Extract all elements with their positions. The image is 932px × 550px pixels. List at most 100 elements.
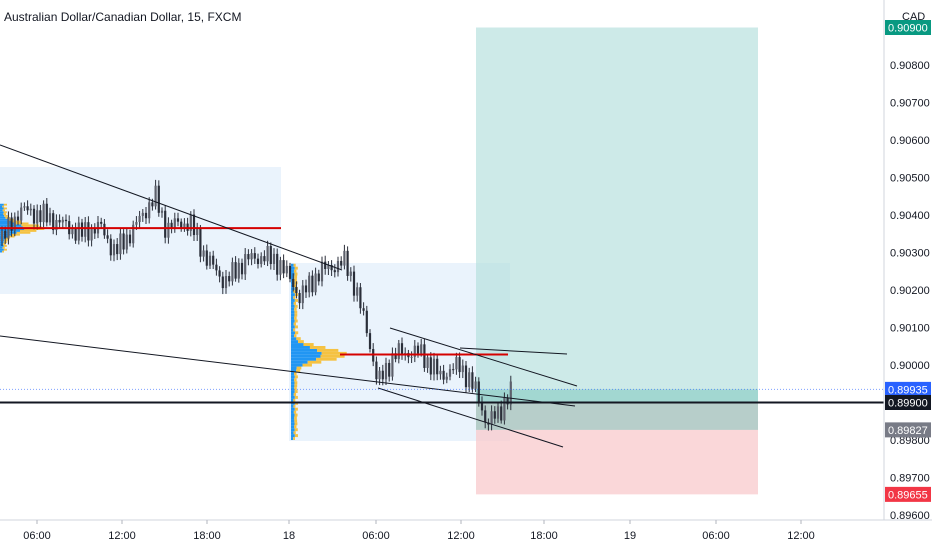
profile-bar-value-area bbox=[291, 266, 295, 270]
candle-body bbox=[295, 286, 298, 294]
profile-bar-overflow bbox=[294, 325, 298, 329]
profile-bar-overflow bbox=[296, 337, 301, 341]
candle-body bbox=[58, 219, 61, 223]
candle-body bbox=[327, 265, 330, 269]
candle-body bbox=[391, 353, 394, 377]
price-tick-label: 0.90700 bbox=[890, 98, 930, 110]
profile-bar-overflow bbox=[294, 307, 297, 311]
candle-body bbox=[135, 222, 138, 225]
profile-bar-value-area bbox=[291, 390, 295, 393]
price-tag bbox=[885, 381, 931, 397]
profile-bar-value-area bbox=[291, 419, 295, 423]
profile-bar-value-area bbox=[291, 413, 295, 417]
profile-bar-overflow bbox=[294, 299, 298, 302]
trendline bbox=[0, 335, 576, 407]
profile-bar-value-area bbox=[291, 410, 294, 414]
candle-body bbox=[436, 358, 439, 375]
profile-bar-value-area bbox=[291, 404, 294, 408]
profile-bar-overflow bbox=[16, 231, 31, 234]
time-tick-label: 12:00 bbox=[108, 530, 136, 542]
profile-bar-overflow bbox=[294, 372, 297, 376]
profile-bar-overflow bbox=[294, 428, 298, 432]
profile-bar-value-area bbox=[291, 325, 295, 329]
profile-bar-overflow bbox=[294, 407, 298, 411]
profile-bar-value-area bbox=[291, 431, 294, 435]
profile-bar-overflow bbox=[294, 425, 297, 429]
profile-bar-overflow bbox=[294, 413, 298, 417]
price-tag-label: 0.89827 bbox=[888, 425, 928, 437]
profile-bar-overflow bbox=[320, 354, 345, 358]
profile-bar-value-area bbox=[291, 434, 295, 438]
candle-body bbox=[77, 222, 80, 241]
candle-body bbox=[394, 353, 397, 360]
price-axis[interactable]: 0.910000.908000.907000.906000.905000.904… bbox=[883, 0, 932, 522]
candle-body bbox=[52, 213, 55, 231]
price-tick-label: 0.89700 bbox=[890, 473, 930, 485]
candle-body bbox=[90, 228, 93, 241]
price-tag-label: 0.89935 bbox=[888, 384, 928, 396]
profile-bar-value-area bbox=[0, 220, 12, 223]
candle-body bbox=[400, 343, 404, 355]
candle-body bbox=[276, 253, 279, 275]
profile-bar-value-area bbox=[291, 366, 297, 370]
profile-bar-overflow bbox=[11, 220, 22, 223]
price-tag bbox=[885, 486, 931, 502]
trendline bbox=[0, 144, 343, 271]
candle-body bbox=[183, 223, 186, 229]
candle-body bbox=[218, 270, 221, 277]
candle-body bbox=[61, 219, 64, 223]
profile-bar-value-area bbox=[291, 387, 295, 391]
candle-body bbox=[317, 273, 320, 282]
candle-body bbox=[288, 265, 292, 279]
candle-body bbox=[439, 370, 442, 375]
profit-zone bbox=[476, 27, 758, 403]
price-tick-label: 0.89800 bbox=[890, 435, 930, 447]
price-tick-label: 0.90200 bbox=[890, 285, 930, 297]
candle-body bbox=[26, 206, 29, 211]
candle-body bbox=[308, 275, 311, 293]
candle-body bbox=[301, 285, 304, 304]
candle-body bbox=[138, 215, 141, 223]
profile-bar-overflow bbox=[4, 239, 8, 242]
profile-bar-value-area bbox=[0, 250, 3, 253]
profile-bar-overflow bbox=[294, 278, 297, 282]
price-tick-label: 0.90300 bbox=[890, 248, 930, 260]
profile-bar-value-area bbox=[0, 205, 3, 208]
candle-body bbox=[340, 260, 343, 266]
profile-bar-overflow bbox=[294, 422, 298, 426]
profile-bar-overflow bbox=[294, 331, 299, 335]
candle-body bbox=[359, 287, 362, 309]
profile-bar-value-area bbox=[291, 422, 295, 426]
profile-bar-value-area bbox=[291, 263, 294, 267]
time-axis[interactable]: 06:00 12:00 18:00 18 06:00 12:00 18:00 19 06:00 1… bbox=[0, 519, 932, 550]
profile-bar-overflow bbox=[293, 431, 296, 435]
time-tick-label: 18:00 bbox=[193, 530, 221, 542]
candle-body bbox=[64, 219, 68, 222]
candle-body bbox=[100, 221, 103, 224]
price-tick-label: 0.90500 bbox=[890, 173, 930, 185]
profile-bar-value-area bbox=[291, 304, 295, 308]
candle-body bbox=[474, 381, 477, 389]
profile-bar-value-area bbox=[291, 334, 295, 338]
profile-bar-value-area bbox=[291, 346, 310, 349]
profile-bar-value-area bbox=[291, 416, 295, 420]
price-tag bbox=[885, 395, 931, 410]
profile-bar-overflow bbox=[303, 343, 314, 346]
profile-bar-value-area bbox=[0, 215, 5, 217]
profile-bar-value-area bbox=[291, 310, 295, 314]
candle-body bbox=[279, 260, 282, 275]
profile-bar-overflow bbox=[293, 322, 296, 326]
candle-body bbox=[343, 250, 346, 266]
profile-bar-value-area bbox=[291, 307, 295, 311]
candle-body bbox=[375, 361, 378, 380]
candle-body bbox=[349, 271, 352, 276]
profile-bar-overflow bbox=[294, 334, 297, 338]
candle-body bbox=[468, 372, 471, 388]
candle-body bbox=[346, 250, 349, 276]
candle-body bbox=[55, 219, 58, 231]
candle-body bbox=[368, 333, 372, 350]
candle-body bbox=[320, 261, 324, 282]
candle-body bbox=[112, 244, 116, 256]
candle-body bbox=[202, 250, 205, 257]
